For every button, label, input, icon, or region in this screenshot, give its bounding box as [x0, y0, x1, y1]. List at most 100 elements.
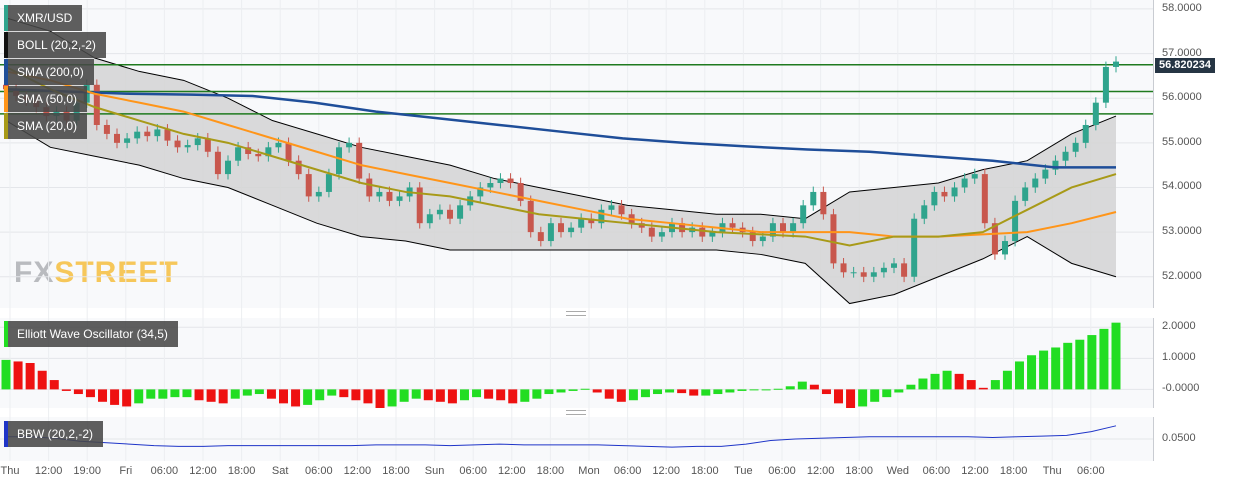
candle-body: [346, 142, 353, 148]
ewo-bar: [1111, 322, 1121, 390]
candle-body: [336, 147, 342, 175]
ewo-bar: [954, 373, 964, 390]
symbol-label[interactable]: XMR/USD: [4, 5, 83, 31]
bollinger-band-fill: [6, 17, 1116, 304]
candle-body: [164, 129, 171, 141]
ewo-label[interactable]: Elliott Wave Oscillator (34,5): [4, 321, 178, 347]
x-tick-label: Fri: [119, 465, 133, 477]
last-price-tag: 56.820234: [1155, 58, 1215, 73]
candle-body: [941, 191, 948, 197]
y-tick-label: 55.0000: [1162, 135, 1202, 148]
ewo-bar: [978, 387, 988, 390]
ewo-bar: [640, 389, 650, 398]
ewo-bar: [1063, 342, 1073, 390]
x-tick-label: 12:00: [343, 465, 372, 477]
sma200-label[interactable]: SMA (200,0): [4, 59, 94, 85]
ewo-bar: [616, 389, 626, 402]
bbw-line: [6, 425, 1117, 448]
ewo-bar: [628, 389, 638, 401]
candle-body: [921, 205, 928, 219]
x-tick-label: 06:00: [459, 465, 487, 477]
ewo-bar: [834, 389, 843, 404]
bollinger-lower-line: [5, 120, 1117, 305]
ewo-bar: [134, 389, 144, 404]
ewo-bar: [375, 389, 385, 408]
ewo-bar: [303, 389, 313, 405]
ewo-bar: [315, 389, 325, 401]
ewo-bar: [49, 380, 59, 390]
sma50-label[interactable]: SMA (50,0): [4, 86, 88, 112]
ewo-pane[interactable]: [0, 318, 1154, 408]
candle-body: [114, 133, 120, 143]
candle-body: [891, 263, 897, 268]
ewo-bar: [496, 389, 506, 401]
x-tick-label: Thu: [0, 465, 20, 477]
ewo-bar: [254, 389, 264, 395]
ewo-bar: [339, 389, 349, 398]
ewo-bar: [435, 389, 445, 402]
candle-body: [880, 267, 887, 273]
candle-body: [1002, 241, 1008, 255]
ewo-bar: [568, 389, 578, 391]
candle-body: [951, 187, 958, 197]
ewo-bar: [1014, 361, 1024, 390]
x-tick-label: Sat: [271, 465, 289, 477]
pane-resize-handle[interactable]: [566, 311, 586, 316]
ewo-bar: [242, 389, 252, 396]
y-tick-label: 56.0000: [1162, 91, 1202, 104]
ewo-bar: [351, 389, 361, 401]
candle-body: [981, 174, 988, 224]
pane-resize-handle[interactable]: [566, 410, 586, 415]
candle-body: [598, 209, 605, 224]
candle-body: [265, 147, 272, 157]
ewo-bar: [713, 389, 723, 395]
ewo-bar: [73, 389, 83, 395]
ewo-bar: [870, 389, 880, 402]
candle-body: [830, 214, 837, 264]
bbw-label[interactable]: BBW (20,2,-2): [4, 421, 104, 447]
x-tick-label: 12:00: [652, 465, 680, 477]
candle-body: [1113, 61, 1119, 67]
candle-body: [527, 200, 534, 233]
ewo-bar: [604, 389, 614, 399]
candle-body: [235, 147, 242, 161]
ewo-bar: [399, 389, 409, 402]
candle-body: [901, 263, 908, 277]
ewo-bar: [218, 389, 228, 404]
ewo-bar: [665, 389, 675, 393]
ewo-bar: [653, 389, 663, 395]
ewo-bar: [194, 389, 204, 401]
y-tick-label: 57.0000: [1162, 46, 1202, 59]
candle-body: [184, 145, 191, 148]
x-tick-label: Thu: [1042, 465, 1062, 477]
x-tick-label: 12:00: [961, 465, 989, 477]
candle-body: [961, 178, 968, 188]
ewo-bar: [858, 389, 868, 407]
y-tick-label: 52.0000: [1162, 269, 1202, 282]
ewo-bar: [146, 389, 156, 399]
x-tick-label: 18:00: [845, 465, 873, 477]
sma20-label[interactable]: SMA (20,0): [4, 113, 88, 139]
ewo-bar: [206, 389, 216, 402]
boll-label[interactable]: BOLL (20,2,-2): [4, 32, 106, 58]
ewo-bar: [230, 389, 240, 399]
ewo-bar: [532, 389, 542, 399]
x-tick-label: Mon: [578, 465, 600, 477]
y-tick-label: 58.0000: [1162, 1, 1202, 14]
ewo-y-tick-label: 2.0000: [1162, 320, 1196, 333]
x-tick-label: 18:00: [227, 465, 256, 477]
candle-body: [225, 160, 231, 175]
candle-body: [648, 227, 655, 237]
x-tick-label: 12:00: [189, 465, 217, 477]
candle-body: [325, 174, 332, 192]
candle-body: [436, 209, 443, 215]
candle-body: [426, 214, 433, 224]
candle-body: [295, 160, 302, 175]
ewo-bar: [918, 378, 928, 390]
ewo-bar: [894, 389, 904, 393]
ewo-y-tick-label: -0.0000: [1162, 382, 1200, 395]
ewo-bar: [990, 380, 1000, 390]
ewo-bar: [25, 363, 35, 390]
candle-body: [447, 209, 453, 219]
ewo-bar: [701, 389, 711, 396]
